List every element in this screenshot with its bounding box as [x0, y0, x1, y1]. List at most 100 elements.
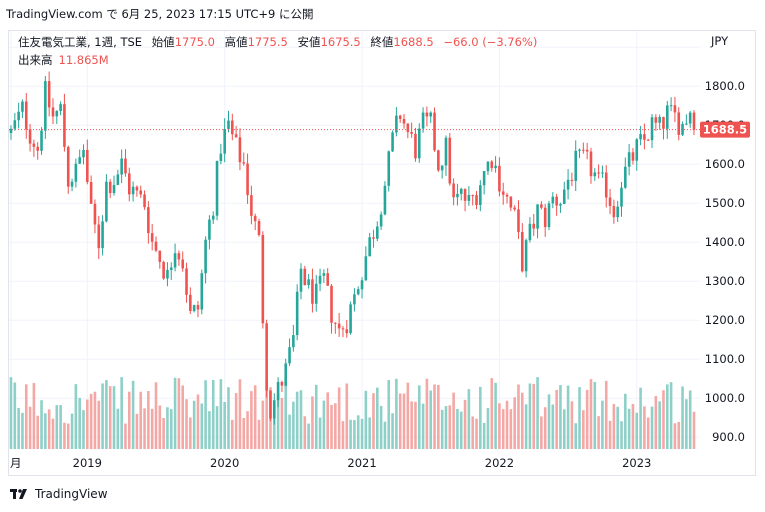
volume-bar: [169, 409, 173, 449]
volume-bar: [89, 393, 93, 449]
volume-bar: [101, 383, 104, 449]
ohlc-legend: 住友電気工業, 1週, TSE 始値1775.0 高値1775.5 安値1675…: [18, 34, 537, 50]
volume-bar: [490, 378, 494, 449]
candle-body: [284, 363, 288, 386]
volume-bar: [406, 382, 410, 449]
volume-bar: [139, 391, 143, 449]
time-tick-label: 2020: [210, 456, 239, 470]
footer-brand[interactable]: TradingView: [10, 487, 108, 501]
candle-body: [269, 390, 272, 419]
volume-bar: [620, 421, 623, 449]
candle-body: [498, 165, 501, 192]
volume-bar: [482, 422, 486, 449]
candle-body: [547, 203, 551, 228]
candle-body: [593, 172, 597, 177]
volume-bar: [452, 392, 455, 449]
volume-bar: [540, 416, 543, 449]
candle-body: [669, 105, 673, 107]
candle-body: [524, 240, 528, 272]
volume-bar: [288, 414, 291, 449]
candle-body: [395, 115, 398, 133]
candle-body: [231, 120, 234, 135]
volume-bar: [28, 406, 32, 449]
volume-bar: [589, 379, 593, 449]
candle-body: [299, 268, 303, 292]
candle-body: [166, 269, 169, 279]
candle-body: [433, 112, 436, 151]
volume-bar: [509, 409, 513, 449]
volume-bar: [570, 401, 574, 449]
volume-bar: [200, 403, 204, 449]
price-tick-label: 1300.0: [705, 274, 745, 288]
candle-body: [47, 81, 51, 108]
candle-body: [311, 279, 314, 304]
candle-body: [685, 123, 688, 125]
candle-body: [9, 128, 13, 133]
volume-bar: [215, 406, 219, 449]
volume-bar: [425, 378, 429, 449]
candle-body: [227, 120, 230, 130]
candle-body: [158, 250, 162, 263]
volume-bar: [532, 383, 536, 449]
volume-bar: [51, 418, 55, 449]
candle-body: [135, 186, 139, 191]
volume-bar: [177, 378, 181, 449]
candle-body: [208, 219, 211, 240]
candle-body: [66, 146, 70, 187]
volume-bar: [566, 385, 570, 449]
candle-body: [402, 118, 406, 124]
volume-bar: [353, 420, 356, 449]
volume-bar: [582, 410, 585, 449]
symbol-title[interactable]: 住友電気工業, 1週, TSE: [18, 35, 143, 49]
candle-body: [624, 166, 627, 188]
volume-bar: [250, 391, 253, 449]
candle-body: [376, 226, 379, 239]
volume-bar: [24, 384, 28, 449]
volume-bar: [662, 390, 665, 449]
volume-bar: [379, 405, 383, 449]
volume-bar: [520, 392, 524, 449]
volume-bar: [185, 399, 188, 449]
volume-bar: [543, 407, 547, 449]
candle-body: [681, 123, 684, 135]
candle-body: [608, 197, 612, 206]
volume-bar: [36, 415, 40, 449]
price-tick-label: 1100.0: [705, 352, 745, 366]
candle-body: [444, 137, 448, 166]
volume-bar: [189, 417, 192, 449]
candle-body: [28, 129, 32, 144]
candle-body: [471, 195, 474, 197]
candle-body: [303, 268, 307, 286]
candle-body: [32, 143, 36, 147]
volume-bar: [66, 423, 70, 449]
candle-body: [360, 280, 364, 290]
candle-body: [578, 149, 581, 151]
candle-body: [536, 204, 539, 229]
candle-body: [612, 205, 616, 218]
candle-body: [540, 204, 543, 208]
candle-body: [189, 294, 192, 311]
price-tick-label: 1500.0: [705, 196, 745, 210]
chart-frame[interactable]: [8, 30, 756, 476]
volume-bar: [692, 411, 696, 449]
volume-bar: [318, 417, 322, 449]
volume-bar: [612, 404, 616, 449]
volume-bar: [13, 382, 17, 449]
volume-bar: [284, 377, 288, 449]
candle-body: [437, 150, 440, 171]
volume-bar: [223, 401, 226, 449]
candle-body: [486, 161, 490, 172]
volume-bar: [517, 384, 520, 449]
volume-bar: [463, 399, 467, 449]
candle-body: [517, 209, 520, 232]
candle-body: [44, 81, 47, 131]
candle-body: [440, 165, 444, 171]
currency-label[interactable]: JPY: [711, 34, 729, 48]
candle-body: [631, 152, 635, 161]
volume-bar: [471, 416, 474, 449]
volume-bar: [627, 408, 631, 449]
volume-bar: [677, 421, 681, 449]
open-value: 1775.0: [174, 35, 215, 49]
candle-body: [650, 117, 654, 141]
